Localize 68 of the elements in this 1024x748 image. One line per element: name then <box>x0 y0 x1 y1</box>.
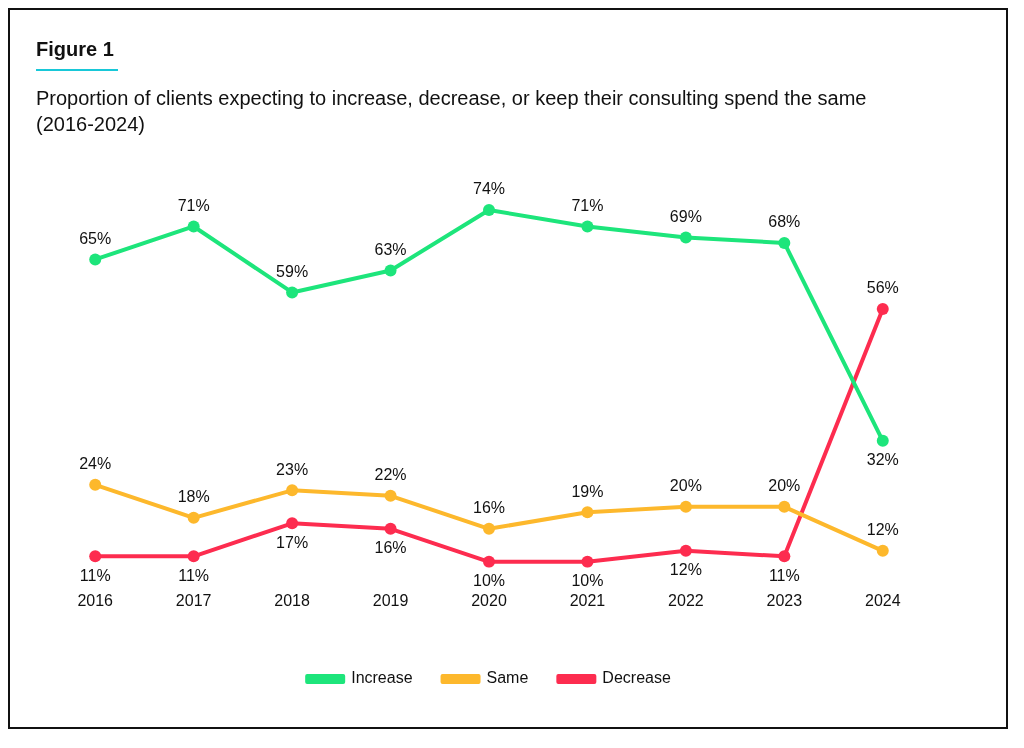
point <box>286 286 299 299</box>
data-label: 24% <box>79 455 112 473</box>
x-tick-label: 2019 <box>372 591 409 609</box>
point <box>384 489 397 502</box>
data-label: 74% <box>472 180 506 198</box>
data-label: 16% <box>374 539 407 557</box>
x-tick-label: 2023 <box>766 591 803 609</box>
data-label: 71% <box>571 196 604 214</box>
point <box>89 478 102 491</box>
data-label: 10% <box>571 572 604 590</box>
chart-title: Figure 1 <box>36 38 114 61</box>
point <box>483 522 495 535</box>
data-label: 59% <box>276 262 309 280</box>
point <box>286 517 299 530</box>
point <box>581 555 594 568</box>
point <box>286 484 299 497</box>
data-label: 12% <box>866 521 899 539</box>
data-label: 63% <box>374 240 407 258</box>
point <box>876 434 889 447</box>
data-label: 12% <box>669 561 702 579</box>
data-label: 17% <box>276 533 309 551</box>
point <box>679 544 692 557</box>
data-label: 11% <box>79 566 111 584</box>
point <box>187 550 200 563</box>
data-label: 20% <box>669 477 702 495</box>
data-label: 10% <box>472 572 506 590</box>
legend-label: Decrease <box>602 669 671 687</box>
x-tick-label: 2020 <box>471 591 507 609</box>
x-tick-label: 2022 <box>668 591 704 609</box>
chart-subtitle: Proportion of clients expecting to increase, decrease, or keep their consulting spend the same (2016-2024) <box>36 86 868 137</box>
x-tick-label: 2017 <box>175 591 212 609</box>
point <box>187 511 200 524</box>
legend-label: Same <box>486 669 529 687</box>
point <box>876 544 889 557</box>
x-tick-label: 2021 <box>569 591 606 609</box>
data-label: 68% <box>768 213 801 231</box>
data-label: 19% <box>571 482 604 500</box>
point <box>679 500 692 513</box>
point <box>581 506 594 519</box>
point <box>384 264 397 277</box>
data-label: 20% <box>768 477 801 495</box>
point <box>187 220 200 233</box>
data-label: 16% <box>472 499 506 517</box>
point <box>89 550 102 563</box>
data-label: 32% <box>866 451 899 469</box>
data-label: 18% <box>177 488 210 506</box>
point <box>89 253 102 266</box>
data-label: 65% <box>79 229 112 247</box>
legend-label: Increase <box>351 669 413 687</box>
point <box>778 500 791 513</box>
data-label: 69% <box>669 207 702 225</box>
point <box>581 220 594 233</box>
x-tick-label: 2016 <box>77 591 114 609</box>
data-label: 56% <box>866 279 899 297</box>
x-tick-label: 2018 <box>274 591 311 609</box>
data-label: 22% <box>374 466 407 484</box>
point <box>483 203 495 216</box>
data-label: 71% <box>177 196 210 214</box>
point <box>778 236 791 249</box>
data-label: 23% <box>276 460 309 478</box>
point <box>483 555 495 568</box>
point <box>876 302 889 315</box>
x-tick-label: 2024 <box>864 591 901 609</box>
data-label: 11% <box>178 566 210 584</box>
point <box>778 550 791 563</box>
data-label: 11% <box>768 566 800 584</box>
point <box>679 231 692 244</box>
point <box>384 522 397 535</box>
